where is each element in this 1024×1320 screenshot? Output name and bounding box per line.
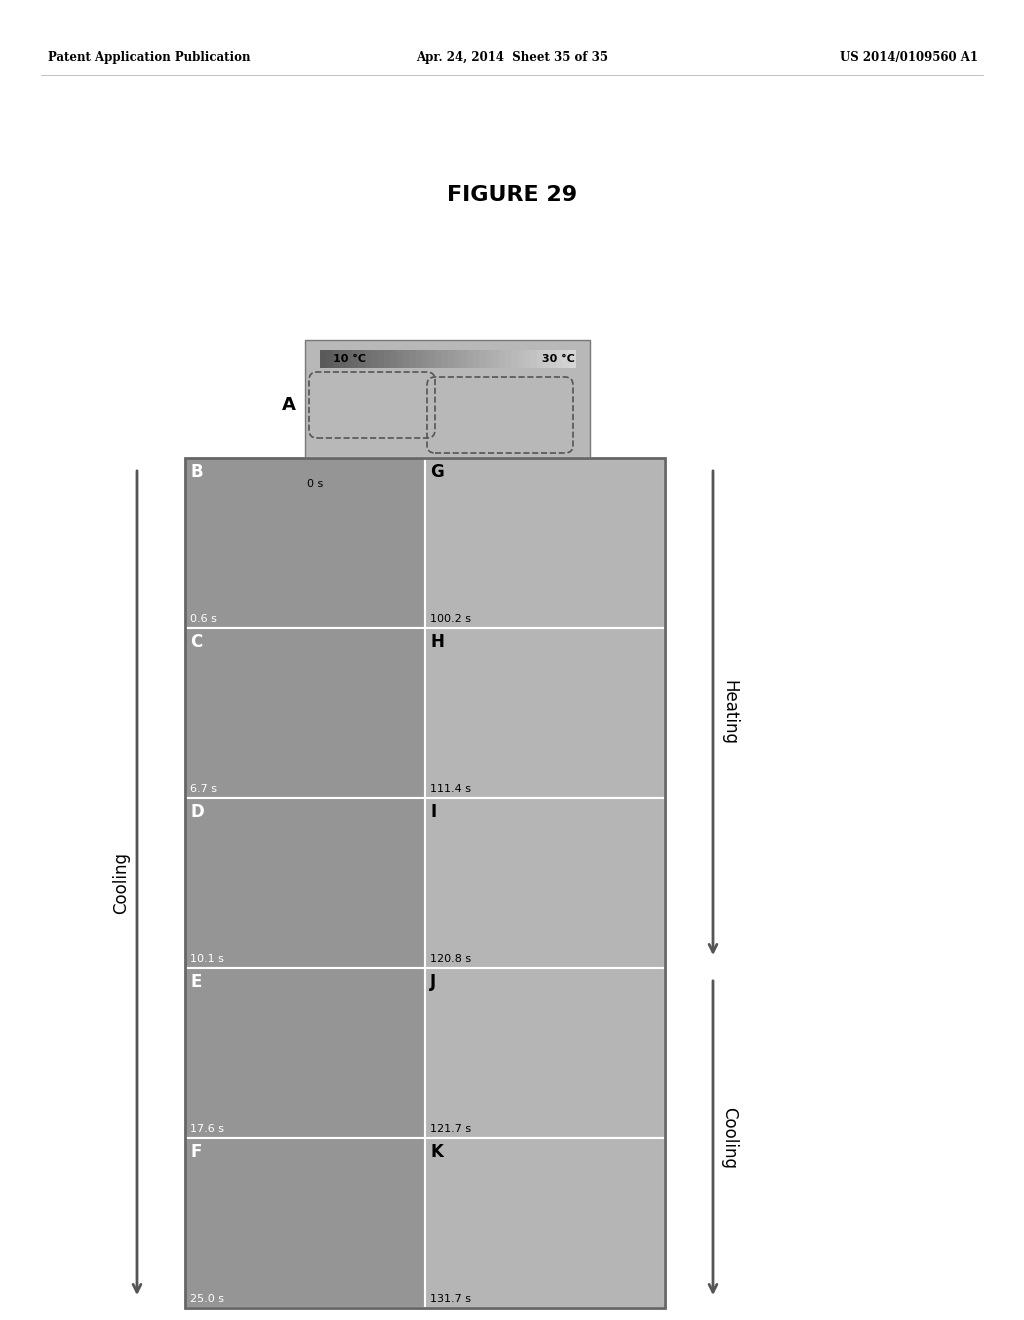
Bar [517, 350, 524, 368]
Text: Cooling: Cooling [112, 851, 130, 913]
Text: A: A [282, 396, 296, 414]
Text: Patent Application Publication: Patent Application Publication [48, 51, 251, 65]
Text: G: G [430, 463, 443, 480]
Bar [410, 350, 416, 368]
Text: 30 °C: 30 °C [542, 354, 575, 364]
Bar [485, 350, 493, 368]
Text: 131.7 s: 131.7 s [430, 1294, 471, 1304]
Bar [352, 350, 358, 368]
Text: Heating: Heating [720, 681, 738, 746]
Bar [185, 458, 425, 628]
Bar [425, 458, 665, 628]
Bar [505, 350, 512, 368]
Bar [467, 350, 473, 368]
Text: US 2014/0109560 A1: US 2014/0109560 A1 [840, 51, 978, 65]
Text: 0.6 s: 0.6 s [190, 614, 217, 624]
Bar [185, 458, 665, 1308]
Bar [339, 350, 346, 368]
Bar [371, 350, 378, 368]
Text: I: I [430, 803, 436, 821]
Bar [428, 350, 435, 368]
Text: 10.1 s: 10.1 s [190, 954, 224, 964]
Bar [460, 350, 467, 368]
Bar [422, 350, 429, 368]
Bar [358, 350, 366, 368]
Bar [454, 350, 461, 368]
Bar [185, 799, 425, 968]
Text: 10 °C: 10 °C [333, 354, 366, 364]
Bar [345, 350, 352, 368]
Bar [493, 350, 499, 368]
Bar [479, 350, 486, 368]
Bar [185, 1138, 425, 1308]
Bar [543, 350, 550, 368]
Text: Apr. 24, 2014  Sheet 35 of 35: Apr. 24, 2014 Sheet 35 of 35 [416, 51, 608, 65]
Text: 0 s: 0 s [307, 479, 324, 488]
Bar [185, 628, 425, 799]
Text: F: F [190, 1143, 202, 1162]
Bar [537, 350, 544, 368]
Bar [524, 350, 530, 368]
Text: 17.6 s: 17.6 s [190, 1125, 224, 1134]
Text: E: E [190, 973, 202, 991]
Bar [305, 341, 590, 470]
Bar [416, 350, 423, 368]
Bar [378, 350, 384, 368]
Bar [425, 968, 665, 1138]
Bar [511, 350, 518, 368]
Bar [402, 350, 410, 368]
Text: 100.2 s: 100.2 s [430, 614, 471, 624]
Text: 121.7 s: 121.7 s [430, 1125, 471, 1134]
Bar [327, 350, 333, 368]
Bar [390, 350, 397, 368]
Bar [568, 350, 575, 368]
Text: Cooling: Cooling [720, 1107, 738, 1170]
Text: FIGURE 29: FIGURE 29 [446, 185, 578, 205]
Bar [530, 350, 538, 368]
Text: H: H [430, 634, 443, 651]
Bar [556, 350, 563, 368]
Text: 25.0 s: 25.0 s [190, 1294, 224, 1304]
Bar [333, 350, 340, 368]
Bar [365, 350, 372, 368]
Bar [447, 350, 455, 368]
Text: K: K [430, 1143, 442, 1162]
Bar [550, 350, 556, 368]
Text: J: J [430, 973, 436, 991]
Bar [435, 350, 441, 368]
Text: 6.7 s: 6.7 s [190, 784, 217, 795]
Text: C: C [190, 634, 203, 651]
Text: 120.8 s: 120.8 s [430, 954, 471, 964]
Bar [425, 1138, 665, 1308]
Bar [499, 350, 506, 368]
Bar [396, 350, 403, 368]
Text: D: D [190, 803, 204, 821]
Bar [384, 350, 390, 368]
Bar [473, 350, 480, 368]
Text: 111.4 s: 111.4 s [430, 784, 471, 795]
Bar [441, 350, 449, 368]
Text: B: B [190, 463, 203, 480]
Bar [425, 799, 665, 968]
Bar [425, 628, 665, 799]
Bar [185, 968, 425, 1138]
Bar [319, 350, 327, 368]
Bar [562, 350, 569, 368]
